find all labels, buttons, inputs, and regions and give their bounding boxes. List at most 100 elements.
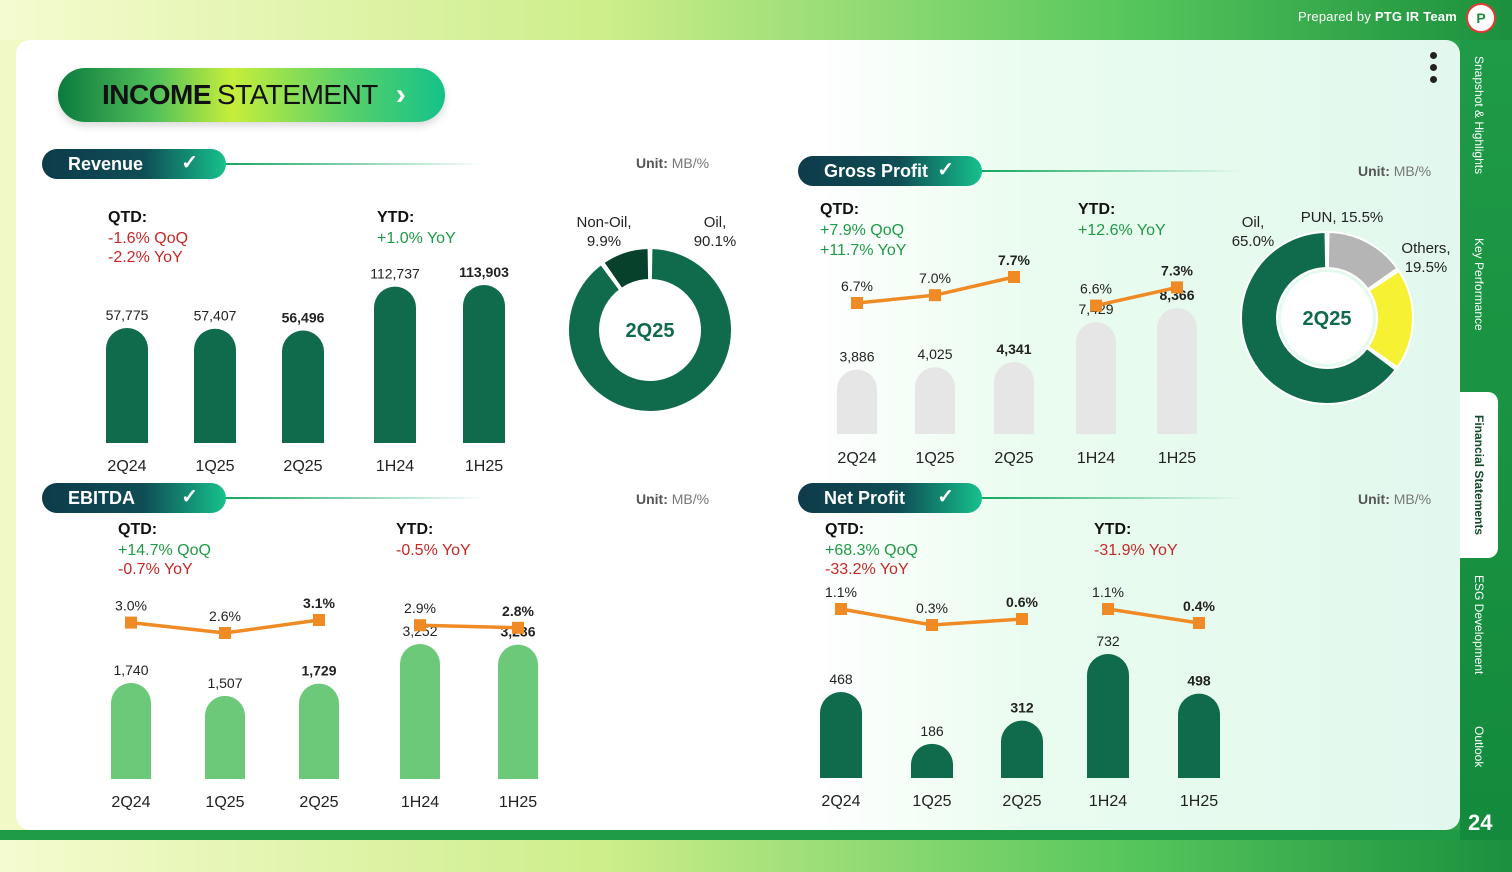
chevron-down-icon: ✓ bbox=[937, 159, 954, 181]
net-profit-value-label: 732 bbox=[1096, 633, 1120, 649]
ebitda-unit: Unit: MB/% bbox=[636, 491, 710, 507]
ebitda-category-label: 1H25 bbox=[499, 794, 537, 811]
ebitda-dropdown[interactable]: EBITDA ✓ bbox=[42, 483, 226, 513]
net-profit-margin-point bbox=[926, 619, 938, 631]
gross-profit-margin-label: 7.0% bbox=[919, 270, 951, 286]
gross-profit-dropdown[interactable]: Gross Profit ✓ bbox=[798, 156, 982, 186]
revenue-category-label: 2Q24 bbox=[107, 458, 146, 475]
gross-profit-mix-slice-2 bbox=[1366, 269, 1414, 369]
top-bar: Prepared by PTG IR Team P bbox=[0, 0, 1512, 40]
net-profit-value-label: 186 bbox=[920, 723, 944, 739]
ebitda-margin-label: 2.8% bbox=[502, 603, 534, 619]
net-profit-category-label: 1H25 bbox=[1180, 793, 1218, 810]
sidebar-item-key-performance[interactable]: Key Performance bbox=[1472, 238, 1486, 331]
ebitda-margin-label: 3.1% bbox=[303, 595, 335, 611]
gross-profit-divider bbox=[982, 170, 1242, 172]
gross-profit-bar-2Q25 bbox=[994, 362, 1034, 434]
ebitda-value-label: 1,507 bbox=[207, 675, 242, 691]
ebitda-qtd-qoq: +14.7% QoQ bbox=[118, 542, 211, 559]
revenue-mix-hole bbox=[604, 284, 696, 376]
net-profit-bar-1H25 bbox=[1178, 693, 1220, 778]
revenue-dropdown[interactable]: Revenue ✓ bbox=[42, 149, 226, 179]
ebitda-margin-point bbox=[512, 621, 524, 634]
revenue-category-label: 2Q25 bbox=[283, 458, 322, 475]
ebitda-value-label: 1,729 bbox=[301, 663, 336, 679]
income-statement-title[interactable]: INCOME STATEMENT › bbox=[58, 68, 445, 122]
revenue-qtd-label: QTD: bbox=[108, 209, 148, 226]
gross-profit-mix-slice-label: Oil, bbox=[1242, 214, 1265, 231]
company-logo-icon: P bbox=[1466, 3, 1496, 33]
sidebar-item-outlook[interactable]: Outlook bbox=[1472, 726, 1486, 767]
revenue-mix-center-label: 2Q25 bbox=[626, 320, 675, 342]
gp-ytd-label: YTD: bbox=[1078, 201, 1116, 218]
net-profit-title: Net Profit bbox=[824, 487, 905, 508]
np-ytd-yoy: -31.9% YoY bbox=[1094, 542, 1178, 559]
revenue-bar-1Q25 bbox=[194, 328, 236, 443]
revenue-mix-slice-label: Oil, bbox=[704, 214, 727, 231]
ebitda-category-label: 2Q25 bbox=[299, 794, 338, 811]
ebitda-bar-1Q25 bbox=[205, 695, 245, 779]
ebitda-category-label: 2Q24 bbox=[111, 794, 150, 811]
gross-profit-margin-label: 7.7% bbox=[998, 252, 1030, 268]
net-profit-margin-label: 1.1% bbox=[1092, 584, 1124, 600]
chevron-right-icon: › bbox=[395, 78, 406, 111]
net-profit-unit: Unit: MB/% bbox=[1358, 491, 1432, 507]
sidebar-item-snapshot[interactable]: Snapshot & Highlights bbox=[1472, 56, 1486, 174]
sidebar-item-label: Outlook bbox=[1472, 726, 1486, 768]
net-profit-margin-label: 0.4% bbox=[1183, 598, 1215, 614]
title-rest: STATEMENT bbox=[217, 79, 378, 110]
gross-profit-margin-point bbox=[929, 289, 941, 302]
ebitda-bar-1H24 bbox=[400, 644, 440, 779]
gross-profit-bar-2Q24 bbox=[837, 369, 877, 434]
ebitda-margin-point bbox=[125, 616, 137, 629]
revenue-category-label: 1H25 bbox=[465, 458, 503, 475]
ebitda-margin-label: 2.9% bbox=[404, 600, 436, 616]
gross-profit-margin-point bbox=[1171, 281, 1183, 294]
gross-profit-bar-1H24 bbox=[1076, 322, 1116, 434]
revenue-value-label: 113,903 bbox=[459, 264, 509, 280]
gross-profit-mix-slice-label: 19.5% bbox=[1405, 259, 1448, 276]
revenue-ytd-label: YTD: bbox=[377, 209, 415, 226]
gross-profit-value-label: 3,886 bbox=[839, 349, 874, 365]
gp-qtd-qoq: +7.9% QoQ bbox=[820, 222, 905, 239]
revenue-bar-2Q25 bbox=[282, 330, 324, 443]
gross-profit-value-label: 4,025 bbox=[917, 346, 952, 362]
net-profit-category-label: 1Q25 bbox=[912, 793, 951, 810]
gp-qtd-yoy: +11.7% YoY bbox=[820, 242, 907, 259]
net-profit-margin-point bbox=[835, 603, 847, 615]
revenue-ytd-yoy: +1.0% YoY bbox=[377, 230, 456, 247]
gross-profit-margin-line bbox=[1095, 285, 1178, 308]
ebitda-margin-label: 2.6% bbox=[209, 608, 241, 624]
revenue-qtd-qoq: -1.6% QoQ bbox=[108, 230, 189, 247]
ebitda-margin-point bbox=[313, 614, 325, 626]
revenue-value-label: 112,737 bbox=[370, 266, 420, 282]
revenue-category-label: 1Q25 bbox=[195, 458, 234, 475]
gross-profit-margin-point bbox=[1008, 271, 1020, 283]
chevron-down-icon: ✓ bbox=[181, 152, 198, 174]
net-profit-margin-label: 1.1% bbox=[825, 584, 857, 600]
revenue-mix-slice-label: Non-Oil, bbox=[576, 214, 631, 231]
net-profit-margin-label: 0.3% bbox=[916, 600, 948, 616]
sidebar-item-esg[interactable]: ESG Development bbox=[1472, 575, 1486, 674]
net-profit-bar-1Q25 bbox=[911, 743, 953, 778]
net-profit-bar-2Q25 bbox=[1001, 720, 1043, 778]
revenue-qtd-yoy: -2.2% YoY bbox=[108, 249, 183, 266]
ebitda-bar-2Q24 bbox=[111, 683, 151, 779]
gross-profit-category-label: 1H24 bbox=[1077, 450, 1115, 467]
revenue-mix-slice-1 bbox=[601, 246, 651, 291]
revenue-divider bbox=[226, 163, 486, 165]
logo-glyph: P bbox=[1476, 10, 1486, 26]
revenue-mix-slice-label: 9.9% bbox=[587, 233, 621, 250]
sidebar-item-financial-statements[interactable]: Financial Statements bbox=[1460, 392, 1498, 558]
more-menu-icon[interactable] bbox=[1430, 52, 1440, 88]
ebitda-margin-point bbox=[414, 619, 426, 632]
revenue-bar-1H24 bbox=[374, 286, 416, 443]
revenue-value-label: 57,407 bbox=[194, 308, 237, 324]
net-profit-dropdown[interactable]: Net Profit ✓ bbox=[798, 483, 982, 513]
ebitda-value-label: 1,740 bbox=[113, 662, 148, 678]
net-profit-margin-point bbox=[1102, 603, 1114, 615]
revenue-mix-slice-label: 90.1% bbox=[694, 233, 737, 250]
revenue-title: Revenue bbox=[68, 153, 144, 174]
gp-ytd-yoy: +12.6% YoY bbox=[1078, 222, 1166, 239]
np-qtd-qoq: +68.3% QoQ bbox=[825, 542, 918, 559]
